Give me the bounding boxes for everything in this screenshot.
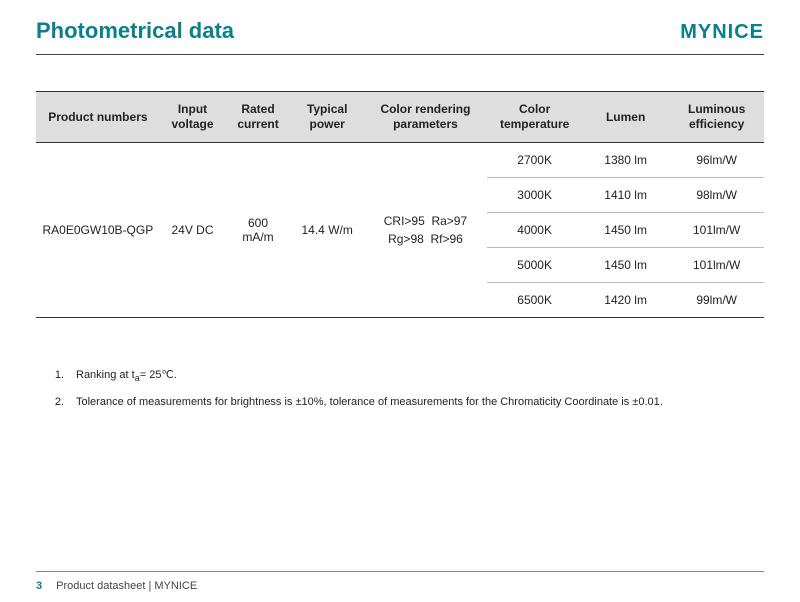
- footnote-number: 2.: [50, 395, 76, 410]
- footnote-number: 1.: [50, 368, 76, 385]
- footer: 3 Product datasheet | MYNICE: [0, 571, 800, 602]
- cell-product-number: RA0E0GW10B-QGP: [36, 143, 160, 318]
- cell-lumen: 1420 lm: [582, 283, 669, 318]
- page: Photometrical data MYNICE Product number…: [0, 0, 800, 602]
- cri-line-2: Rg>98 Rf>96: [388, 232, 463, 246]
- cell-lumen: 1380 lm: [582, 143, 669, 178]
- table-body: RA0E0GW10B-QGP 24V DC 600 mA/m 14.4 W/m …: [36, 143, 764, 318]
- photometrical-table: Product numbers Input voltage Rated curr…: [36, 91, 764, 318]
- col-color-rendering: Color rendering parameters: [364, 92, 488, 143]
- brand-logo: MYNICE: [680, 21, 764, 44]
- cell-lumen: 1450 lm: [582, 248, 669, 283]
- cell-rated-current: 600 mA/m: [225, 143, 291, 318]
- cell-efficiency: 101lm/W: [669, 213, 764, 248]
- cell-efficiency: 96lm/W: [669, 143, 764, 178]
- cell-color-temp: 2700K: [487, 143, 582, 178]
- cell-cri: CRI>95 Ra>97 Rg>98 Rf>96: [364, 143, 488, 318]
- table-header: Product numbers Input voltage Rated curr…: [36, 92, 764, 143]
- cell-color-temp: 4000K: [487, 213, 582, 248]
- col-rated-current: Rated current: [225, 92, 291, 143]
- page-title: Photometrical data: [36, 18, 234, 44]
- col-lumen: Lumen: [582, 92, 669, 143]
- table-row: RA0E0GW10B-QGP 24V DC 600 mA/m 14.4 W/m …: [36, 143, 764, 178]
- footnote-text: Ranking at ta= 25℃.: [76, 368, 750, 385]
- footer-divider: [36, 571, 764, 572]
- cell-lumen: 1410 lm: [582, 178, 669, 213]
- footnotes: 1. Ranking at ta= 25℃. 2. Tolerance of m…: [50, 368, 750, 420]
- cell-color-temp: 3000K: [487, 178, 582, 213]
- cell-efficiency: 101lm/W: [669, 248, 764, 283]
- cell-efficiency: 99lm/W: [669, 283, 764, 318]
- page-number: 3: [36, 580, 42, 592]
- header: Photometrical data MYNICE: [0, 0, 800, 50]
- footnote-text: Tolerance of measurements for brightness…: [76, 395, 750, 410]
- footnote-text-prefix: Ranking at t: [76, 369, 135, 381]
- data-table: Product numbers Input voltage Rated curr…: [36, 91, 764, 318]
- footer-text: Product datasheet | MYNICE: [56, 580, 197, 592]
- footnote: 1. Ranking at ta= 25℃.: [50, 368, 750, 385]
- footer-row: 3 Product datasheet | MYNICE: [36, 580, 764, 592]
- cell-color-temp: 6500K: [487, 283, 582, 318]
- footnote: 2. Tolerance of measurements for brightn…: [50, 395, 750, 410]
- col-luminous-efficiency: Luminous efficiency: [669, 92, 764, 143]
- header-divider: [36, 54, 764, 55]
- col-input-voltage: Input voltage: [160, 92, 226, 143]
- col-color-temperature: Color temperature: [487, 92, 582, 143]
- cell-lumen: 1450 lm: [582, 213, 669, 248]
- col-product-numbers: Product numbers: [36, 92, 160, 143]
- col-typical-power: Typical power: [291, 92, 364, 143]
- cell-typical-power: 14.4 W/m: [291, 143, 364, 318]
- cell-input-voltage: 24V DC: [160, 143, 226, 318]
- footnote-text-suffix: = 25℃.: [140, 369, 177, 381]
- cell-color-temp: 5000K: [487, 248, 582, 283]
- cri-line-1: CRI>95 Ra>97: [384, 214, 467, 228]
- cell-efficiency: 98lm/W: [669, 178, 764, 213]
